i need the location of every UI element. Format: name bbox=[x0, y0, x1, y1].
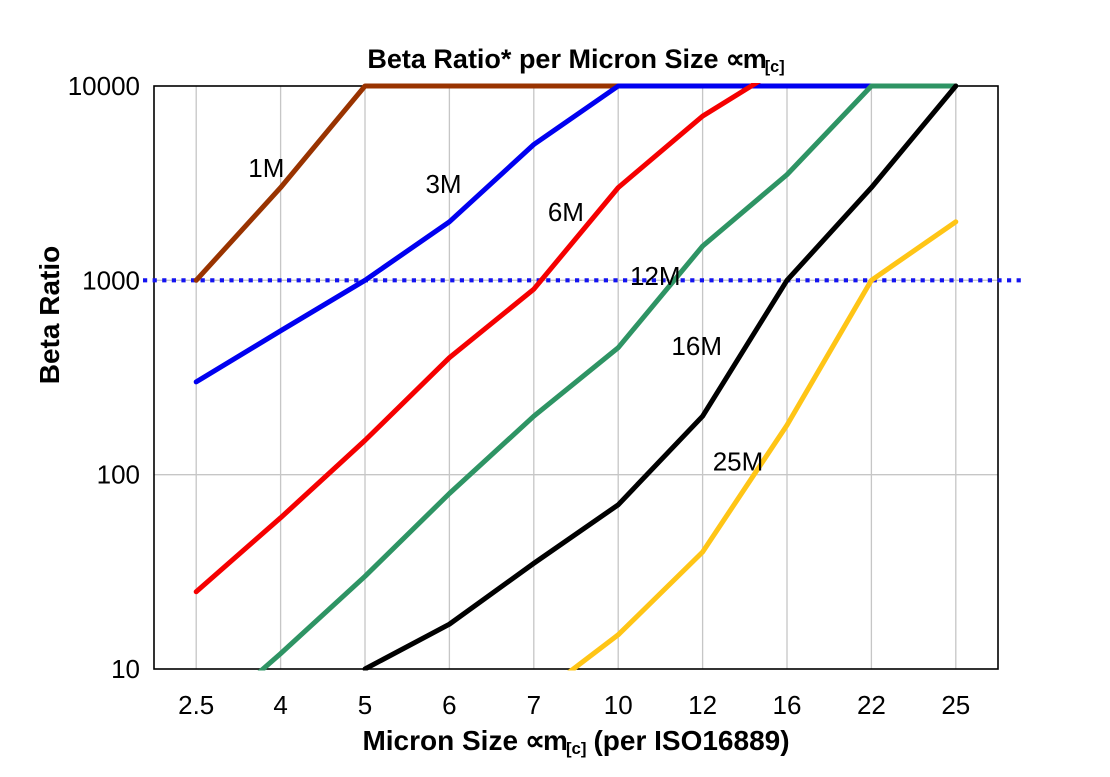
x-tick-label: 10 bbox=[604, 690, 633, 720]
x-tick-label: 4 bbox=[273, 690, 287, 720]
x-tick-label: 22 bbox=[857, 690, 886, 720]
y-tick-label: 1000 bbox=[82, 265, 140, 295]
series-label-1M: 1M bbox=[248, 153, 284, 183]
series-line-3M bbox=[193, 83, 874, 385]
x-tick-label: 16 bbox=[773, 690, 802, 720]
series-label-12M: 12M bbox=[630, 261, 681, 291]
x-axis-unit-symbol: ∝m bbox=[525, 725, 568, 756]
x-axis-title-text: Micron Size bbox=[362, 725, 519, 756]
x-axis-title: Micron Size ∝m[c] (per ISO16889) bbox=[154, 724, 998, 758]
y-tick-label: 10000 bbox=[68, 71, 140, 101]
series-line-6M bbox=[193, 83, 761, 595]
x-tick-label: 12 bbox=[688, 690, 717, 720]
series-label-25M: 25M bbox=[713, 447, 764, 477]
x-axis-unit-subscript: [c] bbox=[565, 738, 587, 758]
x-tick-label: 25 bbox=[941, 690, 970, 720]
series-line-12M bbox=[257, 83, 959, 671]
series-label-3M: 3M bbox=[425, 169, 461, 199]
series-label-16M: 16M bbox=[671, 331, 722, 361]
chart-title: Beta Ratio* per Micron Size ∝m[c] bbox=[154, 44, 998, 76]
x-tick-label: 5 bbox=[358, 690, 372, 720]
series-line-16M bbox=[362, 83, 959, 671]
y-tick-label: 10 bbox=[111, 654, 140, 684]
x-tick-label: 7 bbox=[527, 690, 541, 720]
chart-title-unit-subscript: [c] bbox=[764, 57, 785, 76]
series-label-6M: 6M bbox=[548, 197, 584, 227]
y-axis-title: Beta Ratio bbox=[34, 245, 65, 385]
x-axis-title-suffix: (per ISO16889) bbox=[593, 725, 790, 756]
series-line-1M bbox=[193, 83, 621, 283]
y-tick-label: 100 bbox=[97, 460, 140, 490]
x-tick-label: 6 bbox=[442, 690, 456, 720]
x-tick-label: 2.5 bbox=[178, 690, 214, 720]
series-line-25M bbox=[567, 219, 959, 671]
chart-title-unit-symbol: ∝m bbox=[725, 44, 767, 74]
chart-title-text: Beta Ratio* per Micron Size bbox=[367, 44, 719, 74]
